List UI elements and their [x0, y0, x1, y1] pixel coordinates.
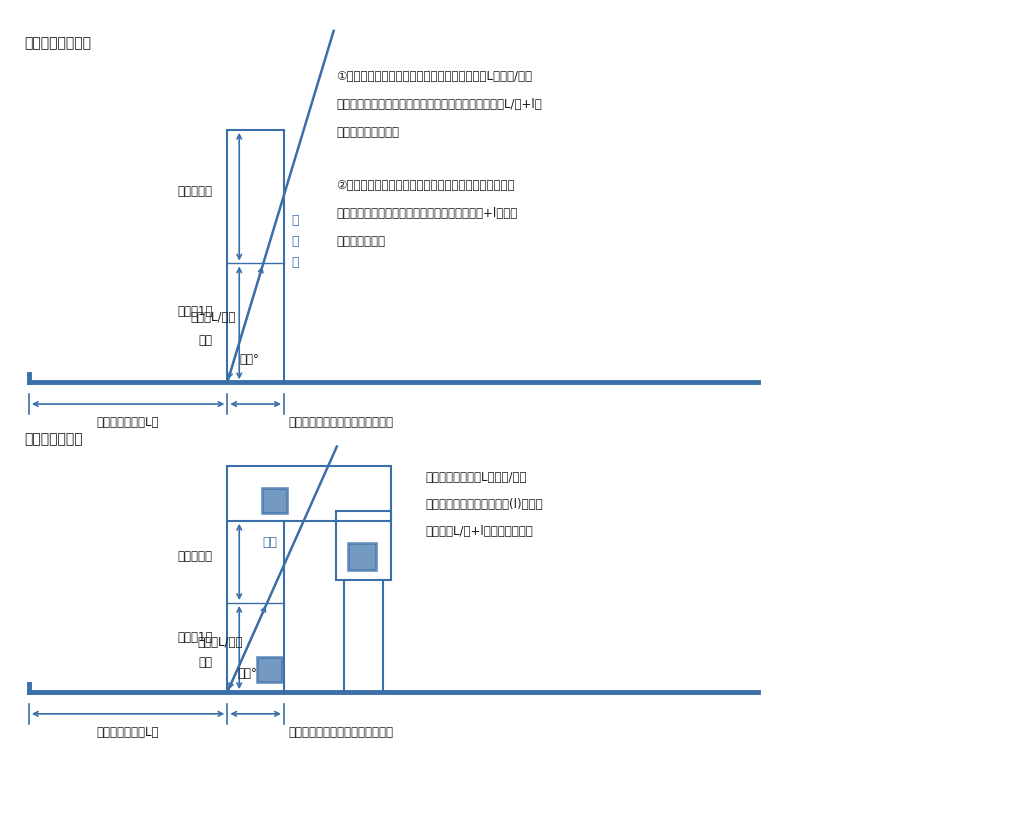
Bar — [262, 489, 287, 513]
Text: の境界までの距離（１）を加えた高さ（６+l）を超: の境界までの距離（１）を加えた高さ（６+l）を超 — [336, 207, 518, 220]
Text: ②　前面道路幅員が１２ｍ以下の場合は６ｍに前面道路: ② 前面道路幅員が１２ｍ以下の場合は６ｍに前面道路 — [336, 180, 515, 192]
Text: 建
築
物: 建 築 物 — [292, 214, 299, 269]
Text: ４５°: ４５° — [237, 667, 258, 681]
Bar — [258, 658, 282, 682]
Bar — [336, 511, 391, 580]
Text: 中央: 中央 — [199, 656, 213, 669]
Text: を超える建築物: を超える建築物 — [336, 126, 399, 139]
Text: 住宅: 住宅 — [262, 536, 277, 549]
Text: 前面道路の幅員（L）の１/２に: 前面道路の幅員（L）の１/２に — [426, 471, 527, 484]
Text: 全面道路の境界までの距離(l)を加え: 全面道路の境界までの距離(l)を加え — [426, 498, 544, 511]
Bar — [227, 467, 391, 521]
Text: 【建築物の場合】: 【建築物の場合】 — [24, 36, 91, 50]
Text: 前面道路の境界までの距離（１）を加えた高さ（L/２+l）: 前面道路の境界までの距離（１）を加えた高さ（L/２+l） — [336, 98, 543, 111]
Text: 【住宅の場合】: 【住宅の場合】 — [24, 431, 82, 446]
Text: 中央: 中央 — [199, 334, 213, 347]
Text: ①　面道路幅員が１２ｍを超える場合は幅員（L）の１/２に: ① 面道路幅員が１２ｍを超える場合は幅員（L）の１/２に — [336, 70, 532, 83]
Text: 超える部分: 超える部分 — [177, 185, 213, 199]
Text: 高さ（1）: 高さ（1） — [177, 305, 213, 318]
Text: 前面道路幅員（L）: 前面道路幅員（L） — [97, 416, 160, 429]
Bar — [348, 543, 376, 570]
Text: 高さ（1）: 高さ（1） — [177, 632, 213, 644]
Text: た高さ（L/２+l）を超える住宅: た高さ（L/２+l）を超える住宅 — [426, 525, 533, 538]
Text: 前面道路の境界までの距離（１）: 前面道路の境界までの距離（１） — [289, 725, 394, 739]
Text: える建築物: える建築物 — [336, 234, 386, 248]
Text: ４５°: ４５° — [239, 353, 260, 365]
Text: 超える部分: 超える部分 — [177, 551, 213, 564]
Text: 高さ（L/２）: 高さ（L/２） — [190, 311, 236, 324]
Text: 前面道路の境界までの距離（１）: 前面道路の境界までの距離（１） — [289, 416, 394, 429]
Text: 前面道路幅員（L）: 前面道路幅員（L） — [97, 725, 160, 739]
Bar — [227, 130, 284, 382]
Text: 高さ（L/２）: 高さ（L/２） — [197, 636, 243, 649]
